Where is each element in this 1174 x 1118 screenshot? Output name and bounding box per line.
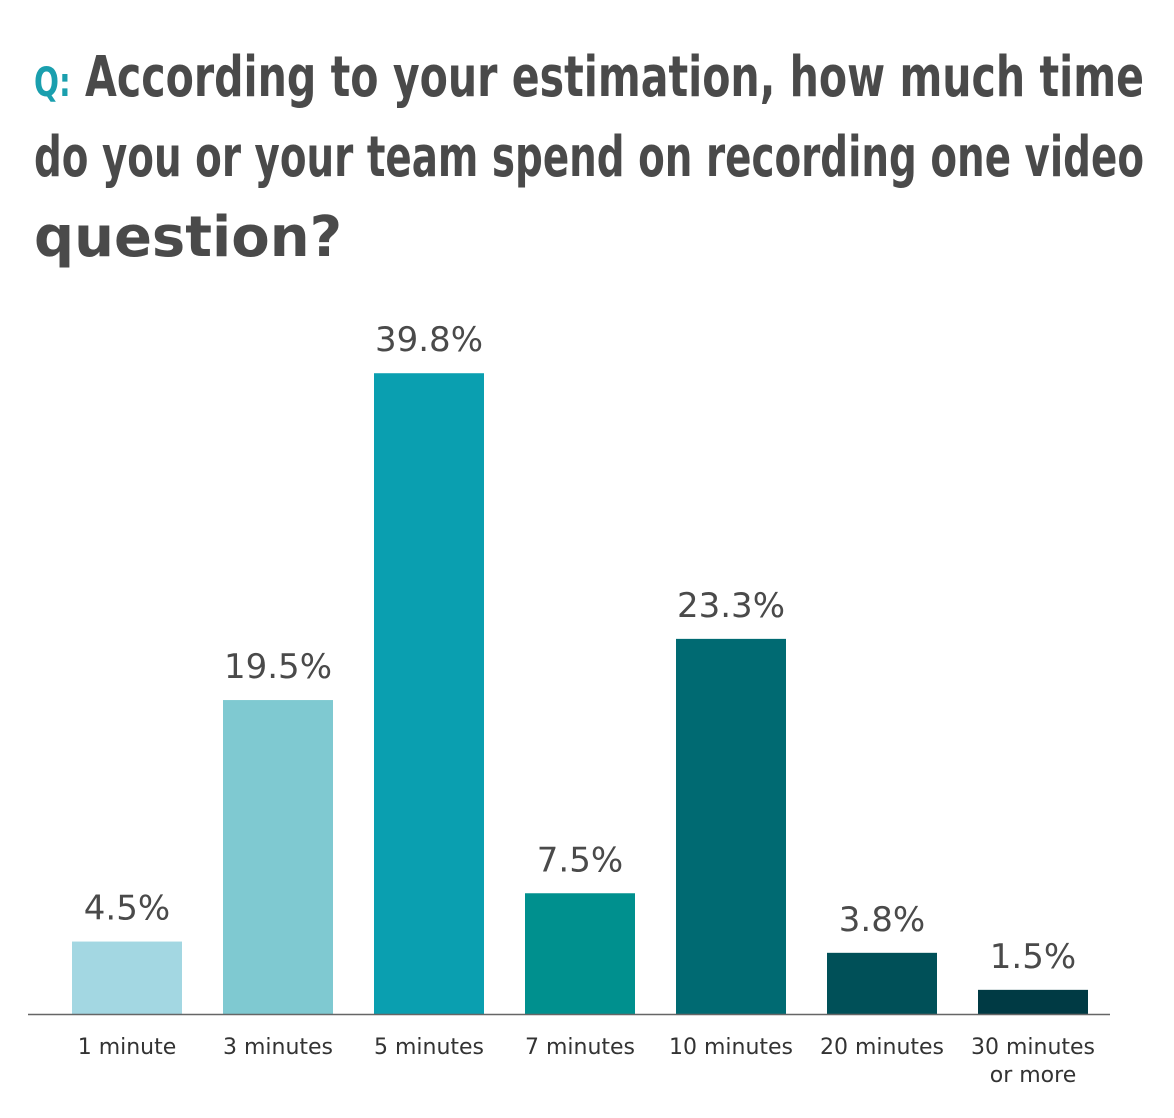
value-label-4: 7.5%: [537, 840, 623, 880]
bar-2: [223, 700, 333, 1014]
value-label-6: 3.8%: [839, 900, 925, 940]
category-labels: 1 minute 3 minutes 5 minutes 7 minutes 10 mi…: [78, 1035, 1095, 1088]
category-label-1: 1 minute: [78, 1035, 177, 1060]
category-label-7-line-2: or more: [990, 1063, 1077, 1088]
value-label-1: 4.5%: [84, 889, 170, 929]
value-label-5: 23.3%: [677, 586, 785, 626]
title-line-3: question?: [34, 205, 342, 270]
title-line-1: Q: According to your estimation, how muc…: [34, 45, 1144, 110]
category-label-3: 5 minutes: [374, 1035, 484, 1060]
category-label-7-line-1: 30 minutes: [971, 1035, 1095, 1060]
category-label-2: 3 minutes: [223, 1035, 333, 1060]
value-label-2: 19.5%: [224, 647, 332, 687]
bar-4: [525, 893, 635, 1014]
bar-7: [978, 989, 1088, 1014]
bars: [72, 373, 1088, 1015]
bar-1: [72, 941, 182, 1014]
chart-title: Q: According to your estimation, how muc…: [34, 45, 1144, 270]
category-label-5: 10 minutes: [669, 1035, 793, 1060]
title-line-2: do you or your team spend on recording o…: [34, 125, 1144, 190]
value-labels: 4.5% 19.5% 39.8% 7.5% 23.3% 3.8% 1.5%: [84, 320, 1076, 977]
value-label-7: 1.5%: [990, 937, 1076, 977]
title-text: According to your estimation, how much t…: [71, 45, 1144, 110]
title-prefix: Q:: [34, 60, 71, 106]
category-label-6: 20 minutes: [820, 1035, 944, 1060]
bar-5: [676, 638, 786, 1014]
bar-3: [374, 373, 484, 1015]
bar-6: [827, 952, 937, 1014]
value-label-3: 39.8%: [375, 320, 483, 360]
category-label-4: 7 minutes: [525, 1035, 635, 1060]
